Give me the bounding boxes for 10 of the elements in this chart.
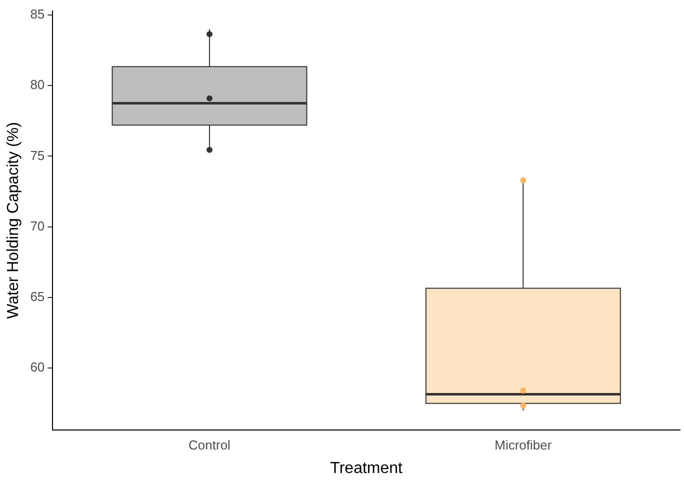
y-tick-label: 70 [30,218,45,234]
y-tick-label: 65 [30,289,45,304]
x-tick-label: Control [188,438,231,453]
y-tick-label: 60 [30,360,45,375]
y-tick-label: 75 [30,148,45,163]
y-tick-label: 80 [30,77,45,92]
x-axis-title: Treatment [330,460,404,477]
y-axis-title: Water Holding Capacity (%) [5,122,22,319]
y-tick-label: 85 [30,6,45,22]
x-tick-label: Microfiber [494,438,552,453]
